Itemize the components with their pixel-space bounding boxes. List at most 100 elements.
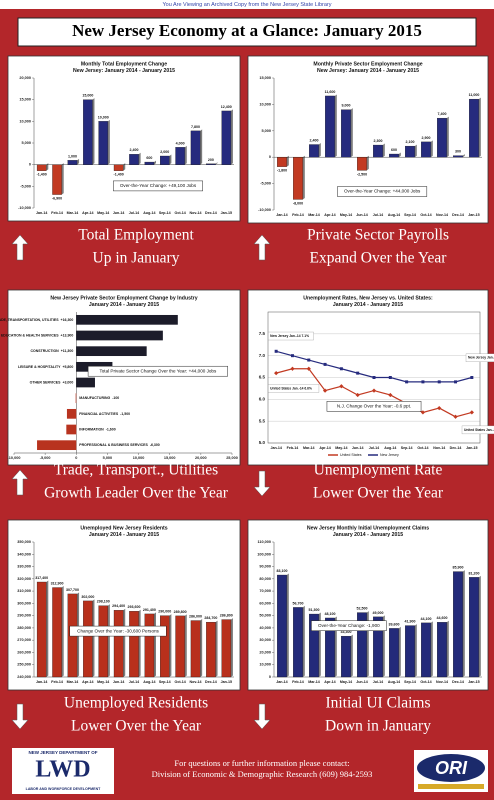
caption-arrow	[253, 234, 271, 261]
x-tick-label: Dec-14	[450, 446, 462, 450]
bar-side	[123, 163, 126, 171]
category-label: CONSTRUCTION +11,300	[31, 349, 74, 353]
bar-side	[398, 626, 401, 677]
bar	[76, 314, 178, 325]
bar-side	[154, 160, 156, 165]
y-tick-label: 60,000	[259, 601, 271, 605]
value-label: 289,800	[174, 610, 187, 614]
contact-line: Division of Economic & Demographic Resea…	[152, 769, 373, 779]
x-tick-label: Jun-14	[352, 446, 364, 450]
bar-side	[382, 143, 385, 158]
bar-side	[430, 140, 433, 158]
x-tick-label: -10,000	[8, 456, 21, 460]
chart-subtitle: January 2014 - January 2015	[89, 532, 159, 538]
y-tick-label: 340,000	[17, 552, 31, 556]
value-label: +5,800	[62, 365, 73, 369]
chart-subtitle: New Jersey: January 2014 - January 2015	[317, 68, 419, 74]
bar	[144, 161, 155, 165]
caption: Down in January	[325, 718, 431, 735]
x-tick-label: Sep-14	[159, 680, 171, 684]
category-name: MANUFACTURING	[79, 396, 110, 400]
y-tick-label: 5.0	[259, 440, 266, 445]
bar	[175, 147, 185, 165]
y-tick-label: 7.0	[259, 353, 266, 358]
value-label: -1,800	[277, 169, 287, 173]
ori-logo-stripe	[418, 784, 484, 789]
x-tick-label: 0	[75, 456, 77, 460]
category-name: PROFESSIONAL & BUSINESS SERVICES	[79, 443, 148, 447]
x-tick-label: Jan-15	[466, 446, 477, 450]
point	[322, 388, 328, 393]
x-tick-label: Apr-14	[82, 211, 93, 215]
point	[274, 349, 278, 353]
y-tick-label: 80,000	[259, 577, 271, 581]
x-tick-label: Sep-14	[404, 213, 416, 217]
value-label: 600	[391, 148, 397, 152]
x-tick-label: Sep-14	[159, 211, 171, 215]
bar	[83, 600, 93, 678]
value-label: 56,700	[293, 601, 304, 605]
x-tick-label: Jul-14	[129, 211, 139, 215]
category-name: FINANCIAL ACTIVITIES	[79, 412, 119, 416]
caption: Growth Leader Over the Year	[44, 485, 229, 502]
chart-panel	[247, 55, 489, 224]
banner-strip	[0, 0, 494, 9]
footer: NEW JERSEY DEPARTMENT OF LWD LABOR AND W…	[12, 748, 488, 794]
x-tick-label: Feb-14	[292, 680, 304, 684]
x-tick-label: Aug-14	[388, 680, 400, 684]
y-tick-label: 320,000	[17, 577, 31, 581]
annotation: Change Over the Year: -30,600 Persons	[77, 628, 159, 633]
lwd-logo-top: NEW JERSEY DEPARTMENT OF	[28, 750, 97, 755]
bar-side	[334, 94, 337, 158]
caption: Initial UI Claims	[325, 695, 430, 712]
x-tick-label: Jun-14	[356, 213, 368, 217]
bar-side	[318, 143, 321, 158]
y-tick-label: 6.0	[259, 397, 266, 402]
x-tick-label: May-14	[340, 680, 352, 684]
x-tick-label: Aug-14	[143, 680, 155, 684]
bar-side	[286, 573, 289, 677]
callout: United States Jan.-14 6.6%	[270, 386, 312, 390]
bar	[76, 346, 147, 357]
x-tick-label: Apr-14	[319, 446, 330, 450]
page-title: New Jersey Economy at a Glance: January …	[72, 21, 422, 40]
x-tick-label: Feb-14	[292, 213, 304, 217]
y-tick-label: 300,000	[17, 601, 31, 605]
point	[356, 371, 360, 375]
bar-side	[230, 109, 233, 165]
x-tick-label: Mar-14	[67, 211, 79, 215]
bar	[357, 157, 367, 171]
bar	[52, 587, 62, 678]
bar	[221, 110, 232, 165]
value-label: 2,000	[160, 150, 169, 154]
value-label: 7,400	[438, 112, 447, 116]
point	[323, 362, 327, 366]
bar-side	[138, 152, 141, 165]
plot-frame	[267, 311, 481, 444]
y-tick-label: 240,000	[17, 675, 31, 679]
bar	[453, 571, 463, 678]
x-tick-label: Jun-14	[356, 680, 368, 684]
bar-side	[92, 98, 95, 165]
value-label: -1,400	[37, 173, 47, 177]
x-tick-label: 15,000	[164, 456, 176, 460]
bar	[325, 617, 335, 678]
point	[453, 414, 458, 419]
bar-side	[200, 619, 203, 677]
chart-title: Monthly Total Employment Change	[81, 61, 167, 67]
category-label: FINANCIAL ACTIVITIES -1,500	[79, 412, 130, 416]
value-label: 11,000	[469, 93, 480, 97]
value-label: 4,000	[176, 141, 185, 145]
x-tick-label: Nov-14	[436, 213, 448, 217]
x-tick-label: 25,000	[226, 456, 238, 460]
chart-title: New Jersey Monthly Initial Unemployment …	[307, 525, 429, 531]
bar-side	[446, 620, 449, 677]
bar	[325, 95, 335, 158]
bar-side	[215, 162, 218, 165]
bar-side	[462, 570, 465, 677]
y-tick-label: 5,000	[261, 129, 271, 133]
value-label: 200	[208, 158, 214, 162]
y-tick-label: 90,000	[259, 565, 271, 569]
x-tick-label: Oct-14	[175, 211, 186, 215]
